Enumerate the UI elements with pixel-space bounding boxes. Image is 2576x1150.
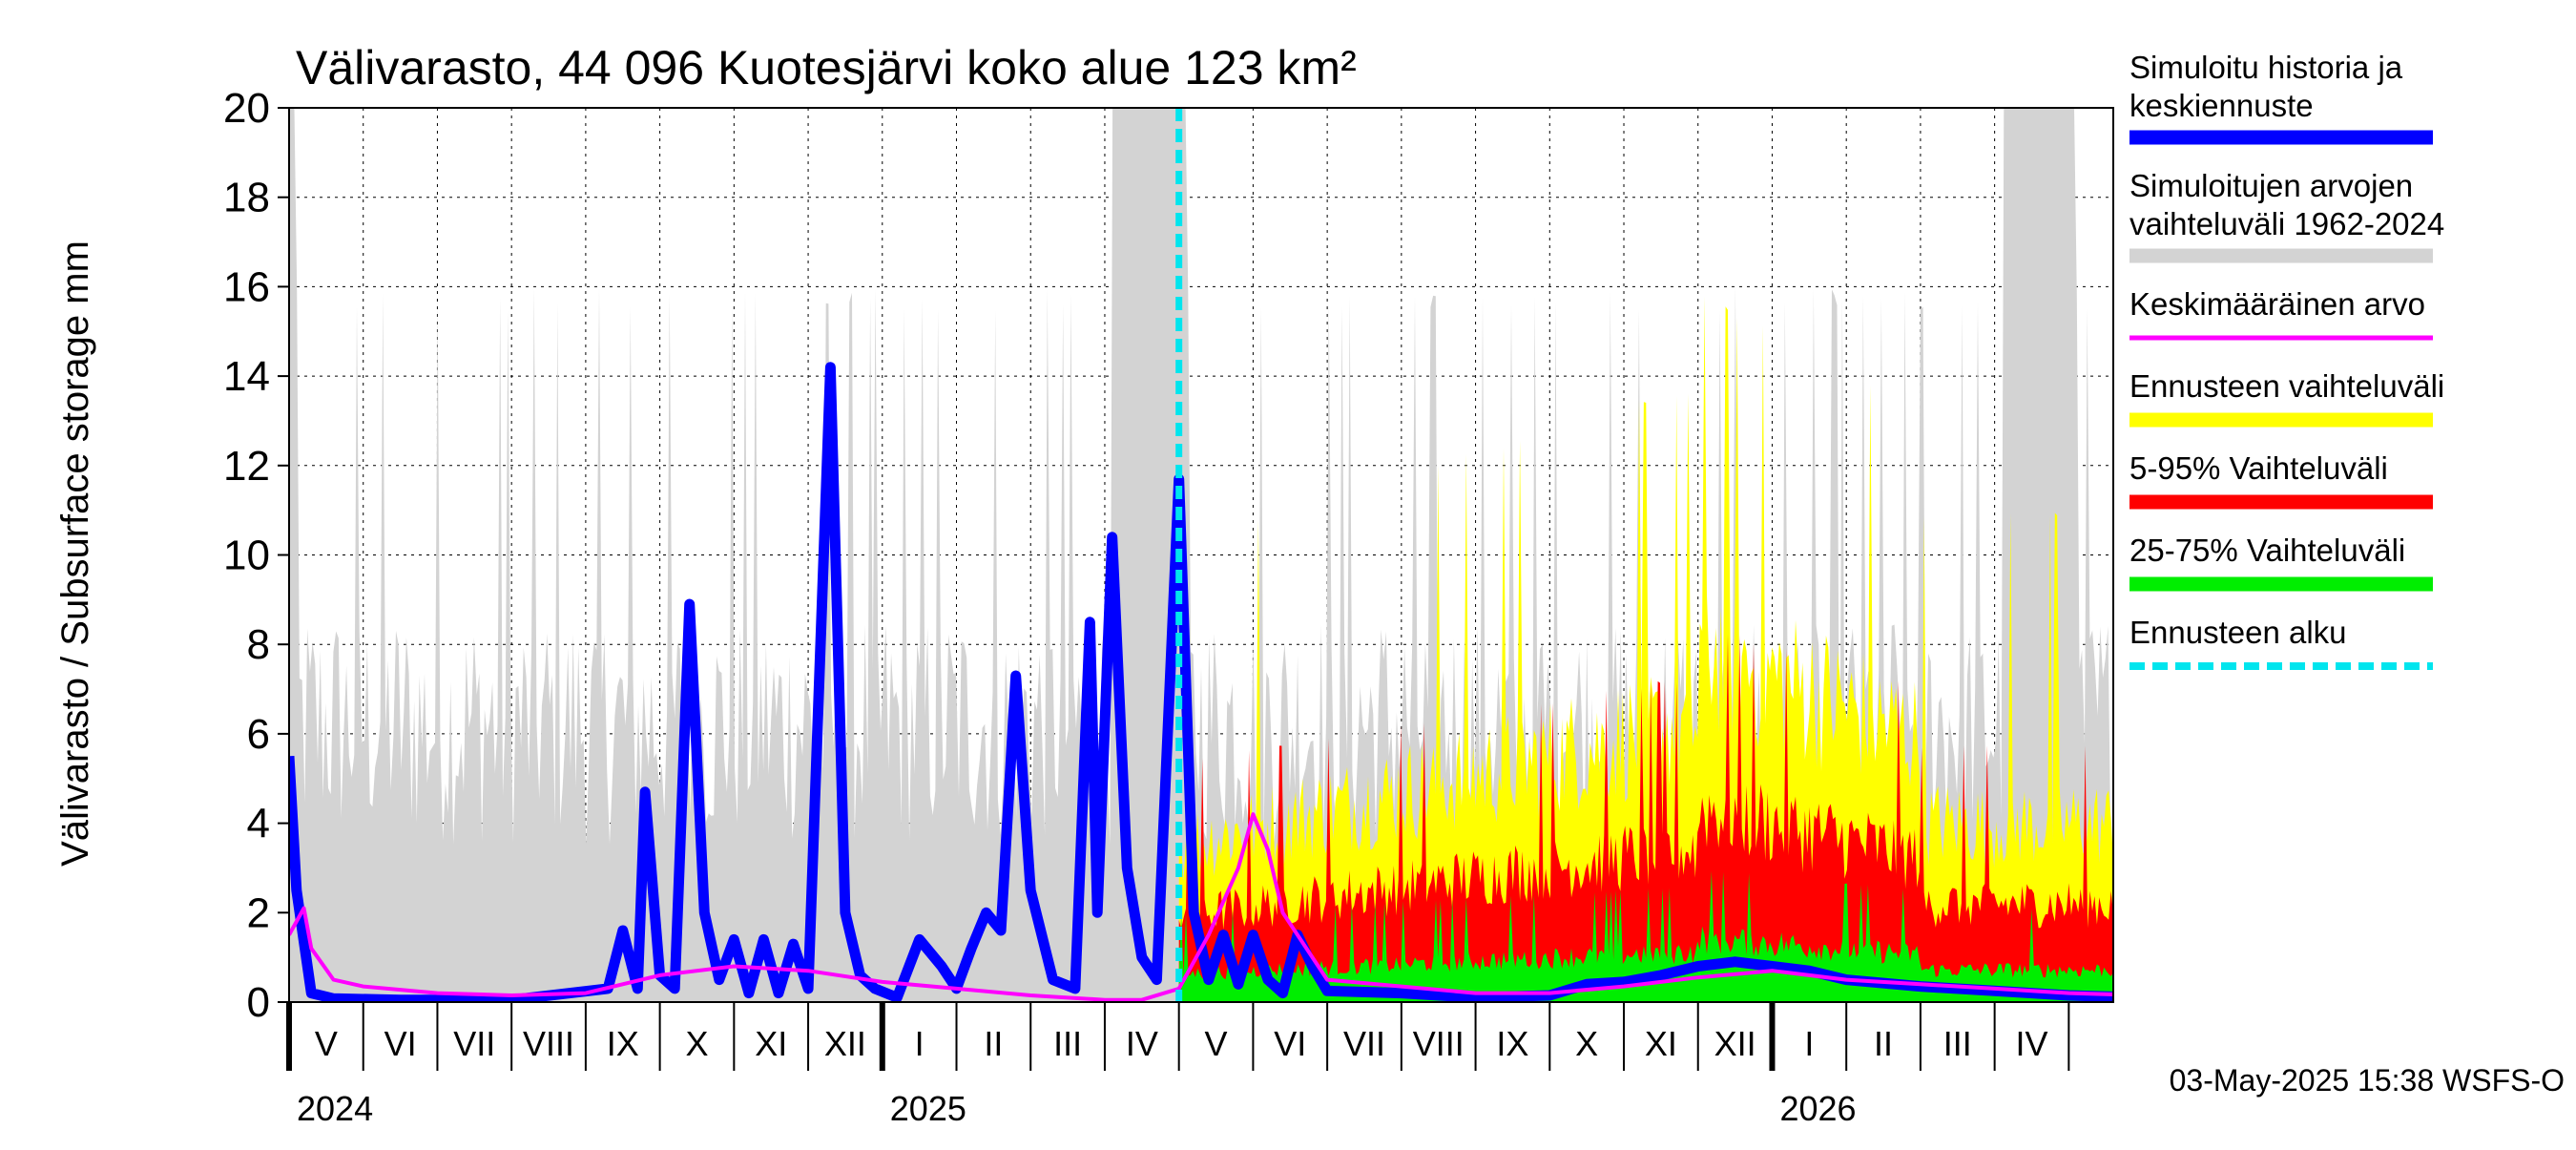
month-label-18: XI — [1645, 1024, 1677, 1063]
y-tick-label-2: 2 — [247, 889, 270, 936]
month-label-6: XI — [755, 1024, 787, 1063]
legend-label-1: Simuloitujen arvojen — [2129, 168, 2413, 203]
month-label-13: VI — [1274, 1024, 1306, 1063]
month-label-9: II — [984, 1024, 1003, 1063]
month-label-14: VII — [1343, 1024, 1385, 1063]
legend-label-2: Keskimääräinen arvo — [2129, 286, 2425, 322]
footer-timestamp: 03-May-2025 15:38 WSFS-O — [2170, 1063, 2565, 1098]
legend-label-6: Ennusteen alku — [2129, 615, 2347, 650]
month-label-23: IV — [2015, 1024, 2047, 1063]
month-label-1: VI — [384, 1024, 417, 1063]
month-label-7: XII — [824, 1024, 866, 1063]
historical-range-band — [289, 108, 2113, 1002]
legend-label-3: Ennusteen vaihteluväli — [2129, 368, 2444, 404]
year-label-2025: 2025 — [890, 1089, 966, 1128]
y-axis-label: Välivarasto / Subsurface storage mm — [54, 240, 96, 867]
legend-label-4: 5-95% Vaihteluväli — [2129, 450, 2388, 486]
month-label-10: III — [1053, 1024, 1082, 1063]
y-tick-label-0: 0 — [247, 979, 270, 1026]
month-label-4: IX — [607, 1024, 639, 1063]
y-tick-label-18: 18 — [223, 175, 270, 221]
legend-label2-1: vaihteluväli 1962-2024 — [2129, 206, 2444, 241]
month-label-15: VIII — [1413, 1024, 1465, 1063]
y-tick-label-16: 16 — [223, 263, 270, 310]
month-label-0: V — [315, 1024, 338, 1063]
month-label-17: X — [1575, 1024, 1598, 1063]
y-tick-label-8: 8 — [247, 621, 270, 668]
month-label-8: I — [915, 1024, 924, 1063]
y-tick-label-14: 14 — [223, 353, 270, 400]
y-tick-label-12: 12 — [223, 443, 270, 490]
legend-label2-0: keskiennuste — [2129, 88, 2314, 123]
series-line-mean — [289, 812, 2113, 1002]
range-5-95-band — [1178, 634, 2113, 1002]
month-label-20: I — [1804, 1024, 1814, 1063]
year-label-2026: 2026 — [1779, 1089, 1856, 1128]
y-tick-label-6: 6 — [247, 711, 270, 758]
legend-label-0: Simuloitu historia ja — [2129, 50, 2403, 85]
legend-label-5: 25-75% Vaihteluväli — [2129, 533, 2405, 568]
series-line-simulated — [289, 362, 2113, 1002]
month-label-2: VII — [453, 1024, 495, 1063]
month-label-19: XII — [1714, 1024, 1756, 1063]
month-label-16: IX — [1496, 1024, 1528, 1063]
month-label-12: V — [1205, 1024, 1228, 1063]
series-lines — [289, 108, 2113, 1002]
month-label-22: III — [1943, 1024, 1972, 1063]
month-label-5: X — [685, 1024, 708, 1063]
month-label-11: IV — [1126, 1024, 1158, 1063]
bands — [289, 108, 2113, 1002]
chart-title: Välivarasto, 44 096 Kuotesjärvi koko alu… — [296, 41, 1357, 94]
y-tick-label-20: 20 — [223, 85, 270, 132]
y-tick-label-10: 10 — [223, 533, 270, 579]
month-label-21: II — [1874, 1024, 1893, 1063]
range-25-75-band — [1178, 870, 2113, 1002]
y-tick-label-4: 4 — [247, 801, 270, 847]
year-label-2024: 2024 — [297, 1089, 373, 1128]
month-label-3: VIII — [523, 1024, 574, 1063]
